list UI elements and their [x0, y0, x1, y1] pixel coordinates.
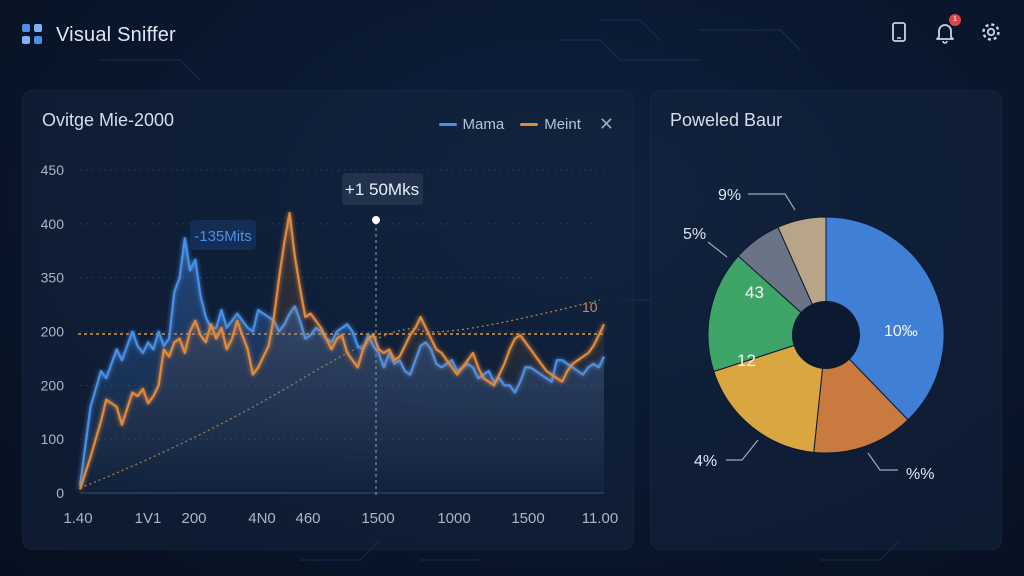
legend-swatch	[438, 123, 457, 126]
pie-chart-panel: Poweled Baur	[650, 90, 1002, 550]
legend-item-meint[interactable]: Meint	[520, 116, 581, 133]
legend-label: Meint	[544, 116, 581, 133]
line-chart-legend: Mama Meint ✕	[438, 114, 614, 135]
phone-icon[interactable]	[888, 20, 910, 44]
logo-icon	[22, 24, 44, 46]
notification-badge: 1	[949, 14, 961, 26]
pie-chart-title: Poweled Baur	[670, 110, 783, 130]
app-title: Visual Sniffer	[56, 23, 176, 46]
bell-icon[interactable]: 1	[934, 14, 961, 44]
line-chart-title: Ovitge Mie-2000	[42, 110, 175, 130]
line-chart-panel: Ovitge Mie-2000 Mama Meint ✕	[22, 90, 634, 550]
legend-item-mama[interactable]: Mama	[438, 116, 505, 133]
header-actions: 1	[888, 14, 1002, 44]
legend-swatch	[520, 123, 539, 126]
close-icon[interactable]: ✕	[598, 114, 614, 134]
gear-icon[interactable]	[980, 20, 1002, 44]
top-bar: Visual Sniffer 1	[0, 0, 1024, 70]
legend-label: Mama	[462, 116, 505, 133]
